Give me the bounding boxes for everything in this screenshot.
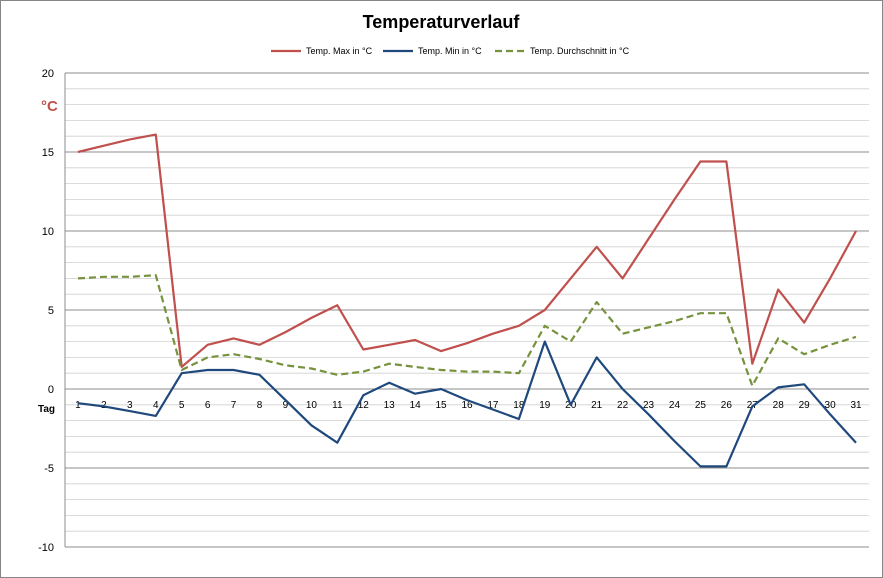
y-tick-label: -5 <box>44 463 54 475</box>
x-tick-label: 21 <box>591 400 603 411</box>
x-axis-label: Tag <box>38 404 55 415</box>
x-tick-label: 22 <box>617 400 629 411</box>
y-tick-label: 15 <box>42 147 54 159</box>
x-tick-label: 19 <box>539 400 551 411</box>
y-tick-label: 10 <box>42 226 54 238</box>
gridlines <box>64 72 869 548</box>
x-tick-label: 1 <box>75 400 81 411</box>
y-tick-label: -10 <box>38 542 54 554</box>
x-tick-label: 24 <box>669 400 681 411</box>
x-tick-label: 28 <box>773 400 785 411</box>
series-line-3 <box>77 274 857 387</box>
y-axis-unit: °C <box>41 98 58 115</box>
x-tick-label: 10 <box>306 400 318 411</box>
y-tick-label: 20 <box>42 68 54 80</box>
legend-label: Temp. Min in °C <box>418 46 482 56</box>
series-line-2 <box>77 340 857 468</box>
x-tick-label: 13 <box>384 400 396 411</box>
legend-label: Temp. Max in °C <box>306 46 373 56</box>
x-tick-label: 6 <box>205 400 211 411</box>
y-tick-label: 0 <box>48 384 54 396</box>
x-tick-label: 18 <box>513 400 525 411</box>
x-tick-label: 30 <box>825 400 837 411</box>
x-tick-label: 8 <box>257 400 263 411</box>
x-tick-label: 17 <box>487 400 499 411</box>
x-tick-label: 31 <box>850 400 862 411</box>
x-tick-label: 16 <box>461 400 473 411</box>
y-axis-ticks: -10 -5 0 5 10 15 20 <box>38 68 54 554</box>
x-tick-label: 11 <box>332 400 343 411</box>
x-tick-label: 5 <box>179 400 185 411</box>
x-tick-label: 7 <box>231 400 237 411</box>
series-line-1 <box>77 133 857 368</box>
chart-title: Temperaturverlauf <box>363 12 521 32</box>
x-tick-label: 15 <box>436 400 448 411</box>
x-tick-label: 14 <box>410 400 422 411</box>
x-tick-label: 25 <box>695 400 707 411</box>
legend: Temp. Max in °C Temp. Min in °C Temp. Durc… <box>271 46 630 56</box>
legend-label: Temp. Durchschnitt in °C <box>530 46 630 56</box>
x-tick-label: 23 <box>643 400 655 411</box>
x-tick-label: 3 <box>127 400 133 411</box>
x-tick-label: 29 <box>799 400 811 411</box>
x-tick-label: 12 <box>358 400 370 411</box>
x-tick-label: 9 <box>283 400 289 411</box>
y-tick-label: 5 <box>48 305 54 317</box>
series-lines <box>77 133 857 468</box>
x-tick-label: 26 <box>721 400 733 411</box>
x-tick-label: 4 <box>153 400 159 411</box>
